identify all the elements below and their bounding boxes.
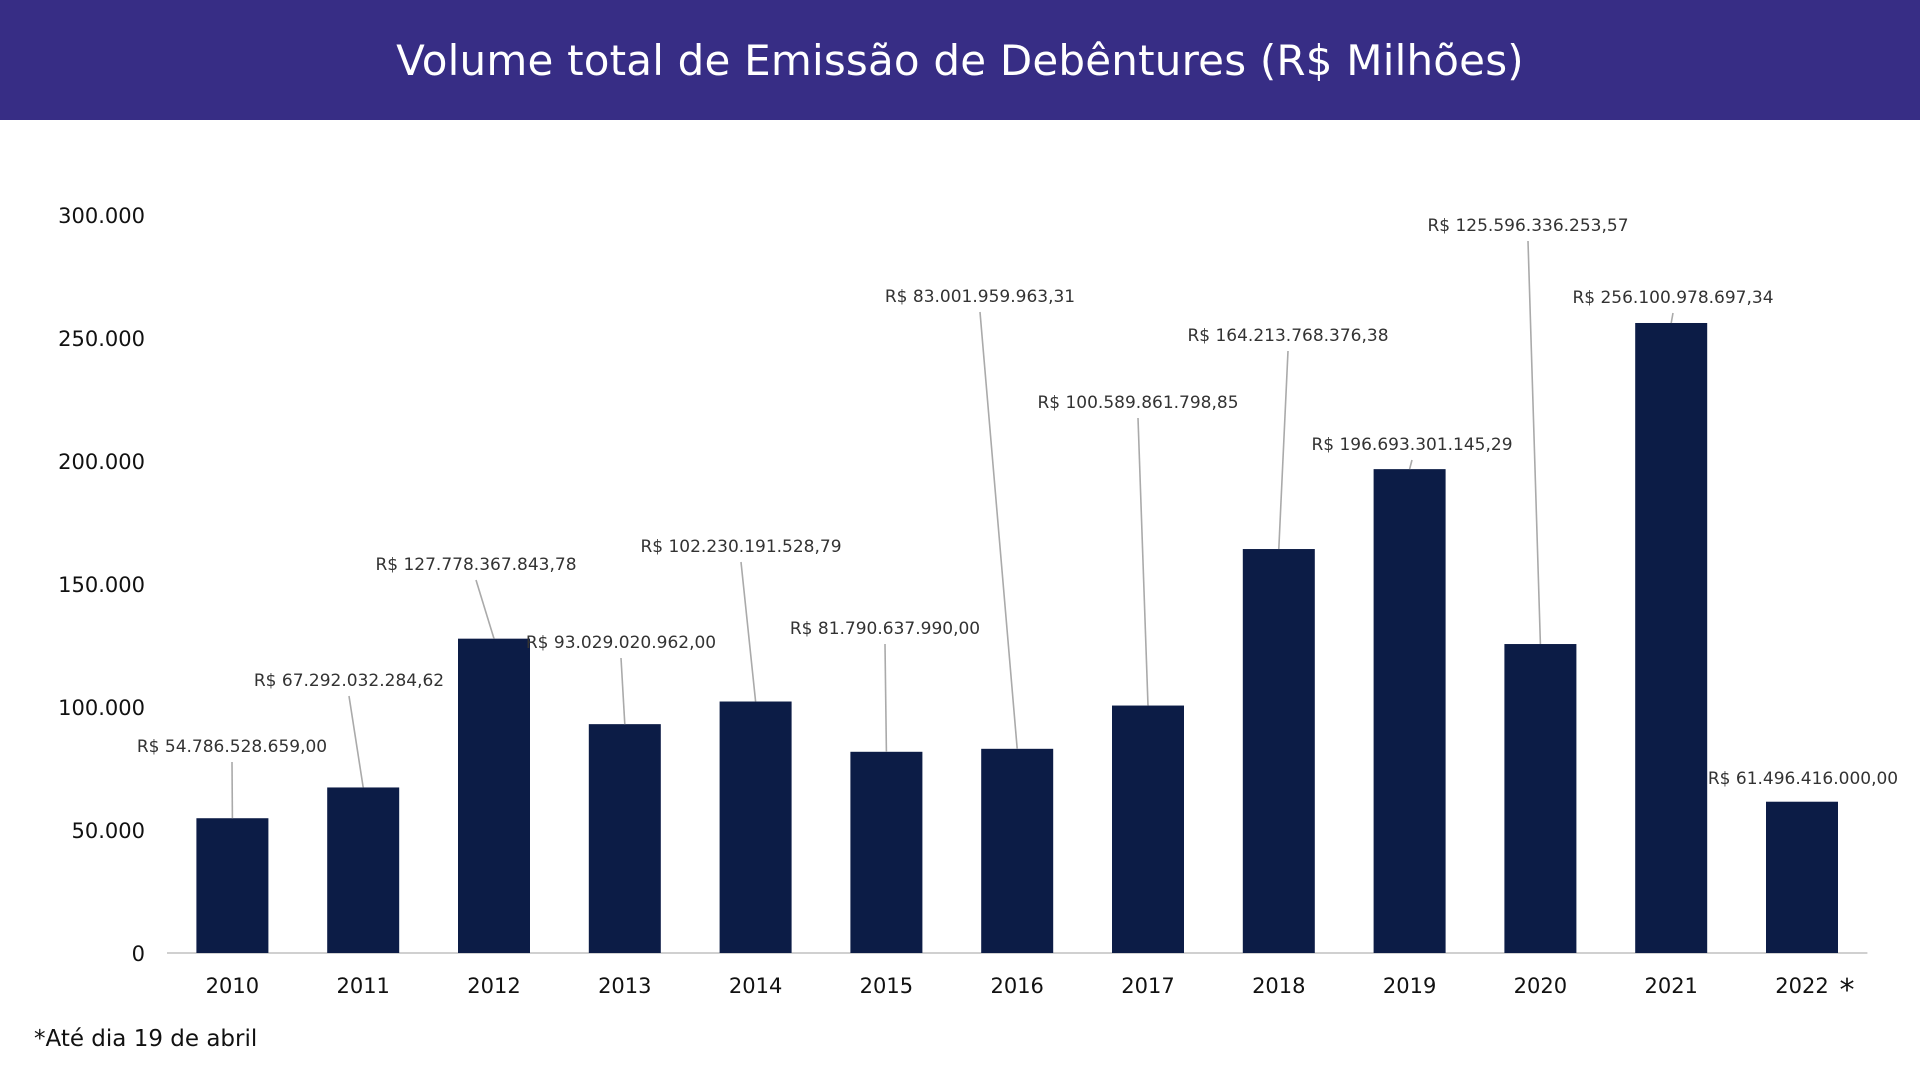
data-label: R$ 196.693.301.145,29 — [1311, 435, 1512, 455]
bar — [458, 638, 530, 953]
leader-line — [620, 657, 626, 725]
x-tick-label: 2012 — [467, 974, 520, 998]
y-tick-label: 100.000 — [58, 696, 145, 720]
bar — [850, 751, 923, 953]
x-tick-label: 2014 — [729, 974, 782, 998]
leader-line — [884, 643, 888, 752]
x-tick-label: 2013 — [598, 974, 651, 998]
x-tick-label: 2020 — [1514, 974, 1567, 998]
y-tick-label: 50.000 — [72, 819, 145, 843]
y-tick-label: 0 — [132, 942, 145, 966]
bar — [1635, 322, 1708, 953]
bar — [1504, 644, 1577, 953]
footnote: *Até dia 19 de abril — [34, 1026, 258, 1052]
leader-line — [1527, 240, 1542, 645]
x-tick-label: 2010 — [206, 974, 259, 998]
bar — [588, 724, 661, 953]
data-label: R$ 164.213.768.376,38 — [1187, 326, 1388, 346]
leader-line — [348, 695, 364, 788]
data-label: R$ 81.790.637.990,00 — [790, 619, 980, 639]
bar — [327, 787, 400, 953]
y-tick-label: 200.000 — [58, 450, 145, 474]
chart-header: Volume total de Emissão de Debêntures (R… — [0, 0, 1920, 120]
x-tick-label: 2021 — [1644, 974, 1697, 998]
x-tick-mark: * — [1840, 973, 1855, 1008]
data-label: R$ 54.786.528.659,00 — [137, 737, 327, 757]
bar — [719, 701, 792, 953]
x-tick-label: 2022 — [1775, 974, 1828, 998]
leader-line — [1137, 417, 1149, 706]
bar — [196, 818, 269, 953]
data-label: R$ 83.001.959.963,31 — [885, 287, 1075, 307]
x-tick-label: 2015 — [860, 974, 913, 998]
leader-line — [1408, 459, 1413, 470]
x-tick-label: 2016 — [990, 974, 1043, 998]
y-tick-label: 250.000 — [58, 327, 145, 351]
chart-title: Volume total de Emissão de Debêntures (R… — [396, 35, 1524, 85]
leader-line — [475, 579, 495, 639]
bar — [1242, 549, 1315, 953]
data-label: R$ 67.292.032.284,62 — [254, 671, 444, 691]
leader-line — [979, 311, 1018, 749]
bar — [981, 748, 1054, 953]
x-tick-label: 2017 — [1121, 974, 1174, 998]
x-tick-label: 2019 — [1383, 974, 1436, 998]
data-label: R$ 125.596.336.253,57 — [1427, 216, 1628, 236]
bar — [1373, 469, 1446, 953]
y-tick-label: 150.000 — [58, 573, 145, 597]
data-label: R$ 127.778.367.843,78 — [375, 555, 576, 575]
data-label: R$ 102.230.191.528,79 — [640, 537, 841, 557]
data-label: R$ 256.100.978.697,34 — [1572, 288, 1773, 308]
x-tick-label: 2018 — [1252, 974, 1305, 998]
data-label: R$ 93.029.020.962,00 — [526, 633, 716, 653]
x-tick-label: 2011 — [336, 974, 389, 998]
data-label: R$ 100.589.861.798,85 — [1037, 393, 1238, 413]
leader-line — [1670, 312, 1674, 324]
bar — [1766, 801, 1838, 953]
bar — [1112, 705, 1184, 953]
leader-line — [740, 561, 757, 702]
data-label: R$ 61.496.416.000,00 — [1708, 769, 1898, 789]
leader-line — [1278, 350, 1289, 550]
y-tick-label: 300.000 — [58, 204, 145, 228]
